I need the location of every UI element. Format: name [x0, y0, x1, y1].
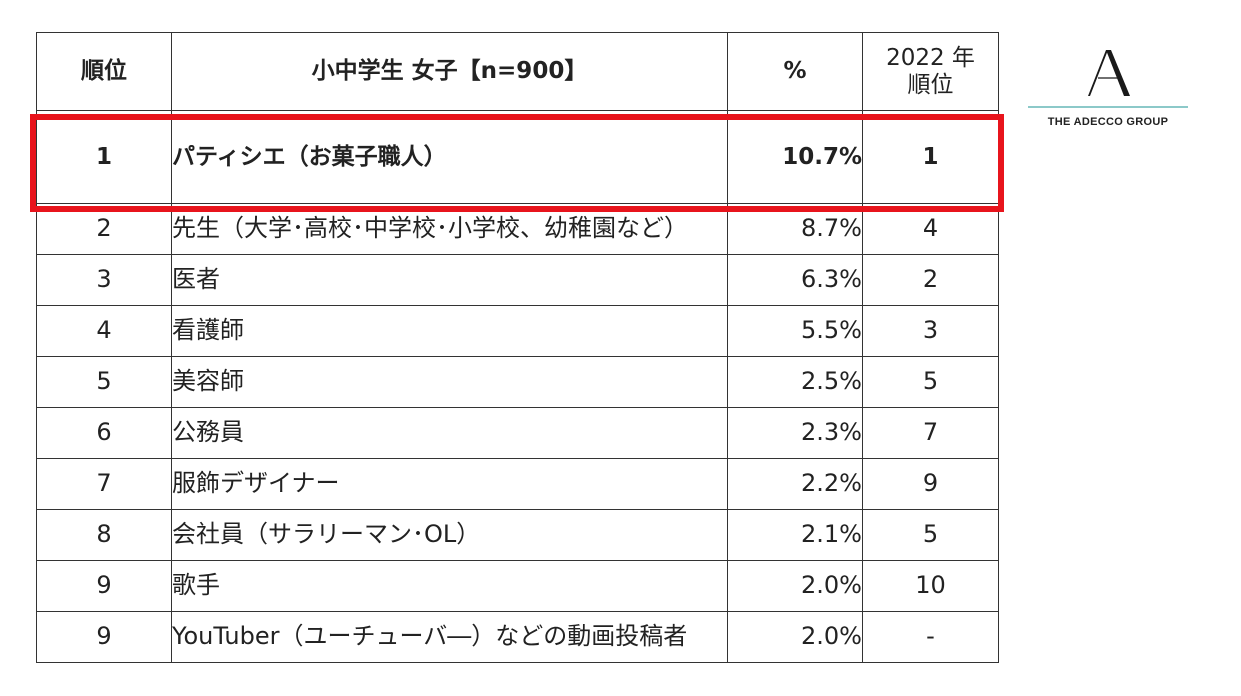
cell-percent: 2.0% [727, 560, 863, 612]
cell-percent: 2.0% [727, 611, 863, 663]
cell-prev-rank: 4 [862, 203, 999, 255]
logo-text: THE ADECCO GROUP [1047, 116, 1169, 128]
cell-percent: 2.1% [727, 509, 863, 561]
ranking-table: 順位 小中学生 女子【n=900】 % 2022 年 順位 1 パティシエ（お菓… [36, 32, 999, 663]
cell-job: 公務員 [171, 407, 728, 459]
cell-job: 会社員（サラリーマン･OL） [171, 509, 728, 561]
cell-job: 看護師 [171, 305, 728, 357]
table-row: 7 服飾デザイナー 2.2% 9 [36, 458, 999, 510]
table-row: 9 YouTuber（ユーチューバ―）などの動画投稿者 2.0% - [36, 611, 999, 663]
cell-prev-rank: 9 [862, 458, 999, 510]
table-row: 1 パティシエ（お菓子職人） 10.7% 1 [36, 110, 999, 204]
adecco-a-icon [1088, 50, 1130, 96]
table-row: 4 看護師 5.5% 3 [36, 305, 999, 357]
cell-percent: 2.3% [727, 407, 863, 459]
cell-prev-rank: 1 [862, 110, 999, 204]
header-prev-year: 2022 年 [886, 45, 975, 72]
cell-percent: 2.2% [727, 458, 863, 510]
cell-percent: 8.7% [727, 203, 863, 255]
cell-job: 美容師 [171, 356, 728, 408]
cell-rank: 7 [36, 458, 172, 510]
cell-prev-rank: - [862, 611, 999, 663]
header-prev-label: 順位 [907, 71, 954, 98]
cell-rank: 2 [36, 203, 172, 255]
cell-job: 服飾デザイナー [171, 458, 728, 510]
adecco-logo: THE ADECCO GROUP [1028, 48, 1188, 138]
header-prev-rank: 2022 年 順位 [862, 32, 999, 111]
cell-rank: 9 [36, 560, 172, 612]
cell-rank: 9 [36, 611, 172, 663]
table-row: 5 美容師 2.5% 5 [36, 356, 999, 408]
cell-job: 医者 [171, 254, 728, 306]
table-row: 6 公務員 2.3% 7 [36, 407, 999, 459]
cell-percent: 6.3% [727, 254, 863, 306]
table-row: 9 歌手 2.0% 10 [36, 560, 999, 612]
cell-prev-rank: 5 [862, 356, 999, 408]
table-header-row: 順位 小中学生 女子【n=900】 % 2022 年 順位 [36, 32, 999, 111]
header-job: 小中学生 女子【n=900】 [171, 32, 728, 111]
cell-job: 歌手 [171, 560, 728, 612]
cell-rank: 6 [36, 407, 172, 459]
cell-prev-rank: 5 [862, 509, 999, 561]
cell-rank: 1 [36, 110, 172, 204]
cell-percent: 5.5% [727, 305, 863, 357]
cell-percent: 2.5% [727, 356, 863, 408]
cell-rank: 4 [36, 305, 172, 357]
header-percent: % [727, 32, 863, 111]
cell-prev-rank: 2 [862, 254, 999, 306]
cell-prev-rank: 10 [862, 560, 999, 612]
cell-percent: 10.7% [727, 110, 863, 204]
header-rank: 順位 [36, 32, 172, 111]
table-row: 3 医者 6.3% 2 [36, 254, 999, 306]
cell-rank: 8 [36, 509, 172, 561]
cell-rank: 5 [36, 356, 172, 408]
cell-prev-rank: 3 [862, 305, 999, 357]
cell-job: パティシエ（お菓子職人） [171, 110, 728, 204]
table-row: 8 会社員（サラリーマン･OL） 2.1% 5 [36, 509, 999, 561]
table-row: 2 先生（大学･高校･中学校･小学校、幼稚園など） 8.7% 4 [36, 203, 999, 255]
cell-rank: 3 [36, 254, 172, 306]
cell-job: YouTuber（ユーチューバ―）などの動画投稿者 [171, 611, 728, 663]
logo-rule [1028, 106, 1188, 108]
cell-prev-rank: 7 [862, 407, 999, 459]
cell-job: 先生（大学･高校･中学校･小学校、幼稚園など） [171, 203, 728, 255]
